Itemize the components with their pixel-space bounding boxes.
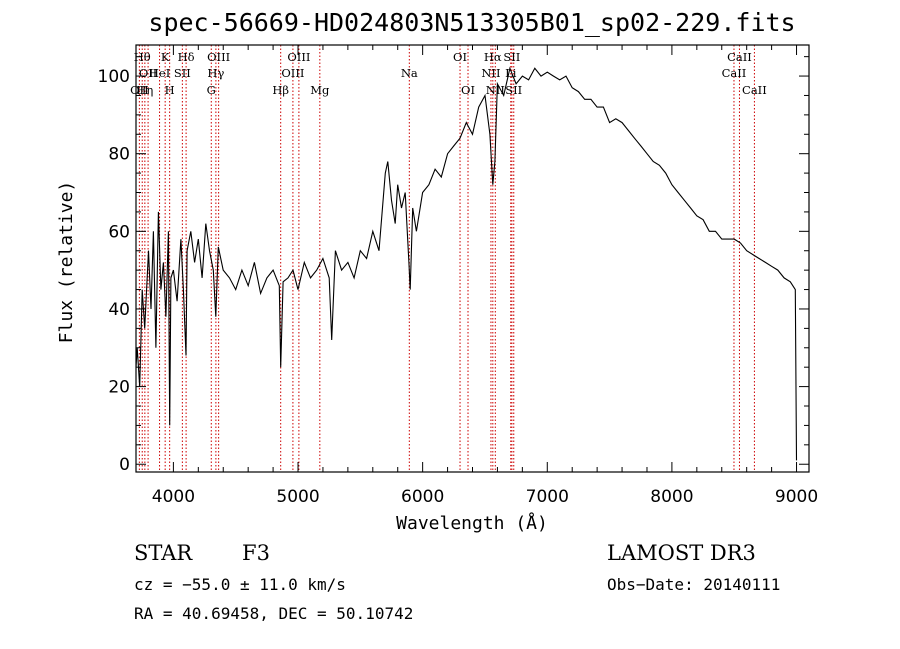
x-axis-ticks: 4000 5000 6000 7000 8000 9000 [152, 45, 818, 507]
x-tick-label: 5000 [276, 487, 319, 507]
line-label-18: OI [461, 83, 475, 97]
spectrum-line [135, 66, 798, 461]
object-subclass: F3 [242, 541, 270, 565]
line-label-14: OIII [287, 50, 310, 64]
line-label-4: HeI [149, 66, 170, 80]
line-label-5: K [161, 50, 170, 64]
survey-name: LAMOST DR3 [607, 541, 756, 565]
y-tick-label: 80 [108, 145, 130, 165]
spectral-line-labels: OIIHθHηOIIHeIKHSIIHδGHγOIIIHβOIIIOIIIMgN… [130, 50, 767, 97]
x-tick-label: 8000 [650, 487, 693, 507]
line-label-7: SII [174, 66, 191, 80]
y-tick-label: 60 [108, 222, 130, 242]
y-axis-ticks: 0 20 40 60 80 100 [98, 56, 809, 475]
y-axis-label: Flux (relative) [56, 181, 77, 344]
line-label-13: OIII [281, 66, 304, 80]
line-label-27: CaII [742, 83, 767, 97]
line-label-10: Hγ [207, 66, 224, 80]
y-tick-label: 20 [108, 378, 130, 398]
line-label-21: NII [486, 83, 505, 97]
sky-coordinates: RA = 40.69458, DEC = 50.10742 [134, 604, 413, 623]
line-label-6: H [165, 83, 175, 97]
line-label-26: CaII [727, 50, 752, 64]
line-label-25: CaII [722, 66, 747, 80]
line-label-22: Li [505, 66, 517, 80]
object-class: STAR [134, 541, 193, 565]
x-axis-label: Wavelength (Å) [396, 512, 548, 534]
line-label-15: Mg [310, 83, 330, 97]
line-label-19: NII [481, 66, 500, 80]
line-label-11: OIII [207, 50, 230, 64]
line-label-2: Hη [136, 83, 153, 97]
x-tick-label: 6000 [401, 487, 444, 507]
spectral-line-markers [138, 45, 755, 472]
line-label-20: Hα [484, 50, 502, 64]
observation-date: Obs−Date: 20140111 [607, 575, 780, 594]
line-label-17: OI [453, 50, 467, 64]
line-label-0: OII [130, 83, 149, 97]
line-label-8: Hδ [178, 50, 195, 64]
line-label-1: Hθ [134, 50, 151, 64]
chart-title: spec-56669-HD024803N513305B01_sp02-229.f… [148, 8, 795, 37]
line-label-12: Hβ [272, 83, 289, 97]
y-tick-label: 40 [108, 300, 130, 320]
plot-frame [135, 44, 810, 473]
x-tick-label: 9000 [775, 487, 818, 507]
x-tick-label: 4000 [152, 487, 195, 507]
line-label-9: G [207, 83, 216, 97]
x-tick-label: 7000 [526, 487, 569, 507]
y-tick-label: 100 [98, 67, 130, 87]
line-label-23: SII [503, 50, 520, 64]
y-tick-label: 0 [119, 455, 130, 475]
line-label-24: SII [505, 83, 522, 97]
redshift-velocity: cz = −55.0 ± 11.0 km/s [134, 575, 346, 594]
line-label-16: Na [401, 66, 418, 80]
